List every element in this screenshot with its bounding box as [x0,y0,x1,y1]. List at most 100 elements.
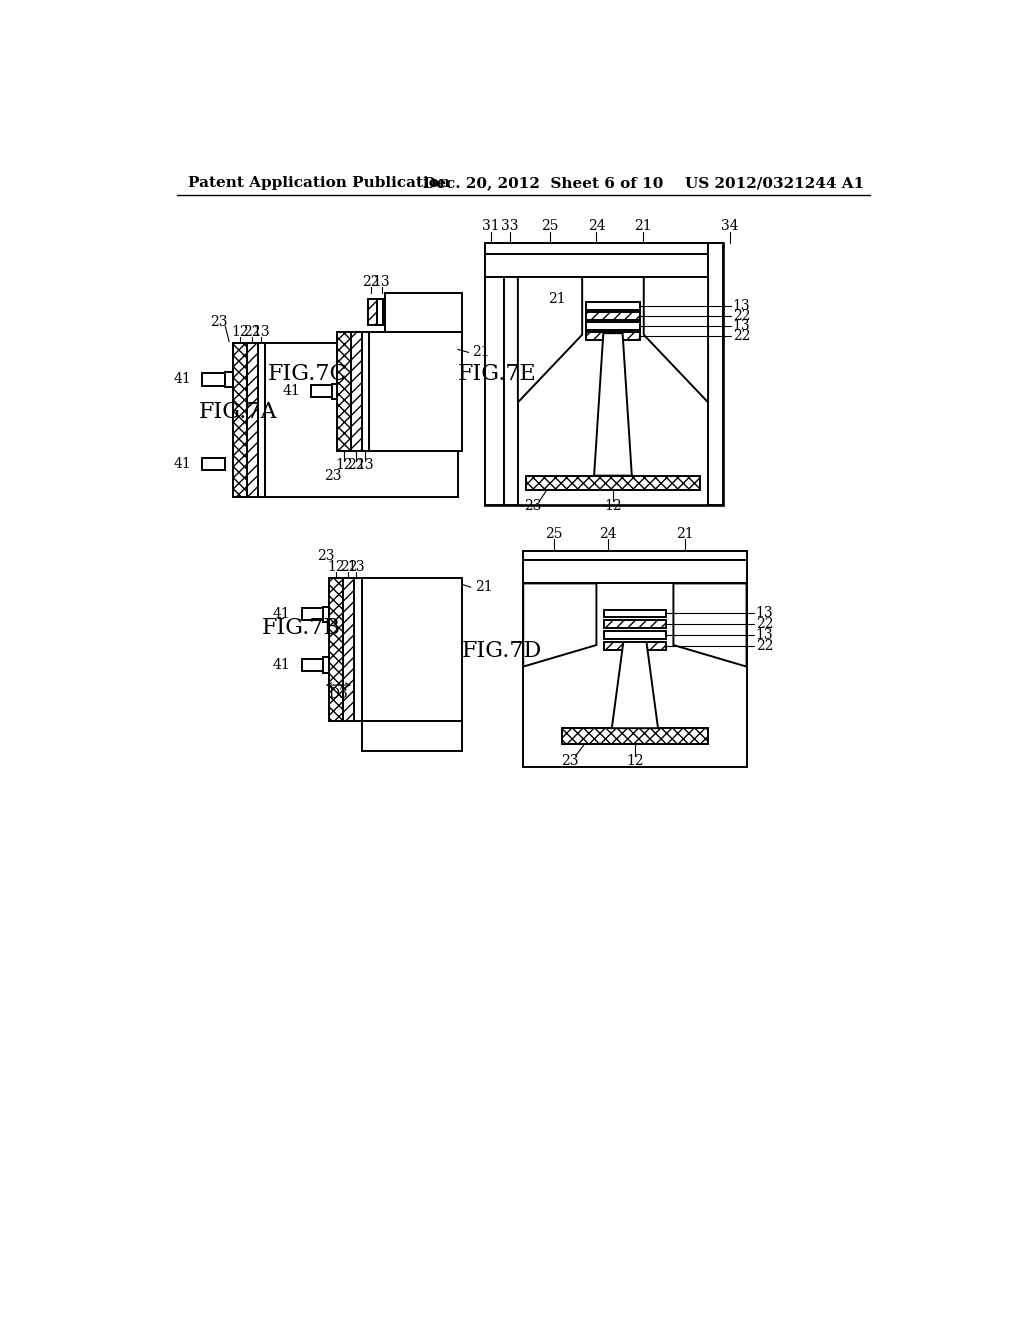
Text: 13: 13 [733,300,751,313]
Text: Patent Application Publication: Patent Application Publication [188,176,451,190]
Polygon shape [644,277,708,403]
Bar [484,253,724,277]
Text: 23: 23 [325,469,342,483]
Text: 12: 12 [335,458,352,471]
Bar [586,313,640,321]
Bar [604,620,666,628]
Text: 12: 12 [328,560,345,574]
Text: FIG.7A: FIG.7A [199,401,276,424]
Bar [368,300,377,326]
Polygon shape [594,333,632,475]
Bar [604,631,666,639]
Text: 23: 23 [210,314,228,329]
Text: 41: 41 [174,372,191,387]
Text: 41: 41 [273,607,291,622]
Bar [604,642,666,649]
Text: 41: 41 [174,457,191,471]
Bar [504,243,518,506]
Text: US 2012/0321244 A1: US 2012/0321244 A1 [685,176,864,190]
Text: 12: 12 [231,326,249,339]
Bar [351,331,361,451]
Text: 21: 21 [676,527,694,541]
Bar [258,343,265,498]
Bar [323,607,330,622]
Bar [310,385,333,397]
Text: 22: 22 [340,560,357,574]
Bar [337,331,351,451]
Polygon shape [674,583,746,667]
Bar [525,475,700,490]
Text: FIG.7E: FIG.7E [458,363,537,385]
Bar [265,343,458,498]
Polygon shape [518,277,583,403]
Text: 22: 22 [244,326,261,339]
Bar [385,293,462,331]
Text: 22: 22 [733,329,751,343]
Text: FIG.7C: FIG.7C [267,363,347,385]
Text: 21: 21 [634,219,651,234]
Text: 13: 13 [756,628,773,642]
Text: 22: 22 [756,618,773,631]
Text: Dec. 20, 2012  Sheet 6 of 10: Dec. 20, 2012 Sheet 6 of 10 [423,176,664,190]
Text: 13: 13 [756,606,773,620]
Text: 24: 24 [588,219,605,234]
Bar [586,322,640,330]
Bar [604,610,666,618]
Bar [343,578,354,721]
Bar [323,657,330,673]
Text: 21: 21 [475,581,494,594]
Text: FIG.7B: FIG.7B [261,618,340,639]
Text: 41: 41 [283,384,300,399]
Text: 12: 12 [604,499,622,513]
Bar [523,560,746,583]
Bar [377,300,383,326]
Text: 22: 22 [733,309,751,323]
Polygon shape [523,583,596,667]
Bar [484,243,724,253]
Text: 13: 13 [347,560,365,574]
Text: 23: 23 [317,549,335,564]
Bar [247,343,258,498]
Bar [484,243,504,506]
Text: 22: 22 [756,639,773,653]
Text: 23: 23 [524,499,542,513]
Text: 13: 13 [253,326,270,339]
Text: D3: D3 [329,688,348,701]
Text: 12: 12 [626,754,644,767]
Text: 21: 21 [548,292,565,306]
Text: 34: 34 [721,219,738,234]
Text: 23: 23 [561,754,579,767]
Bar [361,721,462,751]
Bar [333,384,337,399]
Text: FIG.7D: FIG.7D [462,640,542,663]
Bar [361,578,462,721]
Text: 22: 22 [347,458,365,471]
Text: 31: 31 [482,219,500,234]
Bar [225,372,233,387]
Bar [301,609,323,620]
Text: 41: 41 [273,659,291,672]
Bar [708,243,724,506]
Bar [361,331,370,451]
Bar [523,552,746,767]
Bar [523,552,746,561]
Text: 13: 13 [733,319,751,333]
Text: 25: 25 [542,219,559,234]
Bar [202,374,225,385]
Bar [562,729,708,743]
Text: 13: 13 [373,276,390,289]
Text: 13: 13 [356,458,374,471]
Text: 33: 33 [502,219,519,234]
Bar [354,578,361,721]
Bar [586,333,640,341]
Text: 22: 22 [362,276,380,289]
Bar [370,331,462,451]
Bar [484,243,724,506]
Text: 24: 24 [599,527,616,541]
Bar [233,343,247,498]
Bar [202,458,225,470]
Text: 25: 25 [546,527,563,541]
Bar [330,578,343,721]
Text: 21: 21 [472,346,489,359]
Polygon shape [611,642,658,729]
